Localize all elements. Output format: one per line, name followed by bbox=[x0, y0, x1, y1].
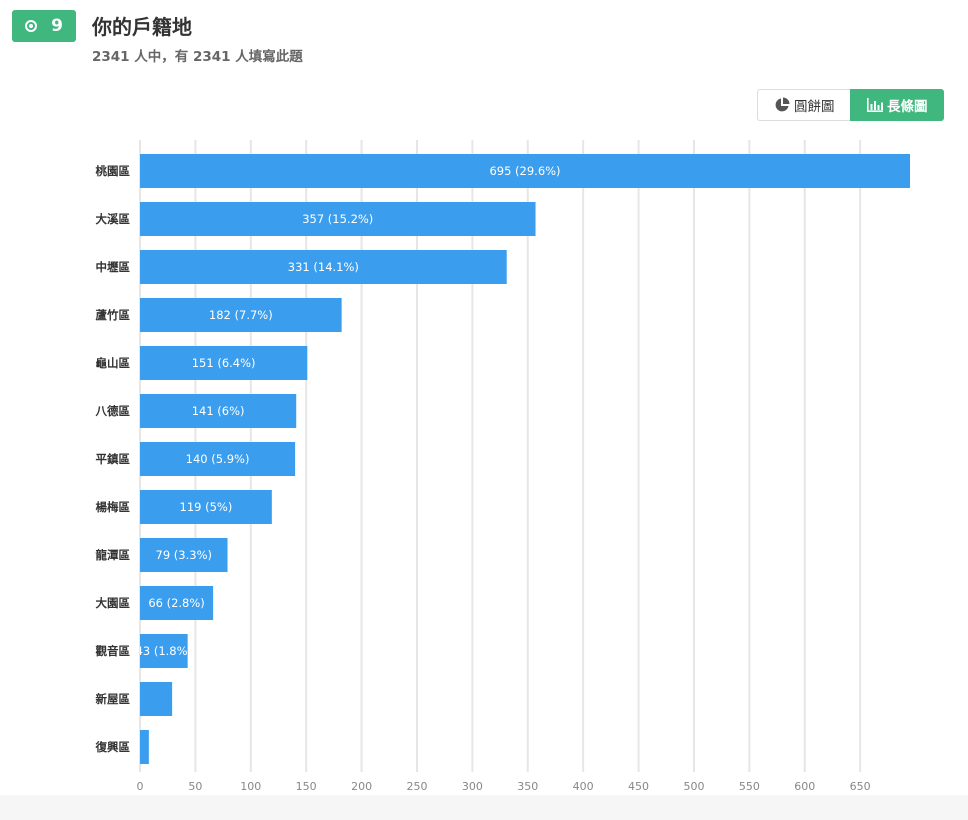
bar[interactable] bbox=[140, 202, 536, 236]
data-label: 119 (5%) bbox=[180, 500, 233, 514]
x-tick-label: 650 bbox=[850, 780, 871, 793]
pie-chart-icon bbox=[775, 97, 790, 112]
bar-chart-button[interactable]: 長條圖 bbox=[850, 89, 944, 121]
x-tick-label: 0 bbox=[137, 780, 144, 793]
bar[interactable] bbox=[140, 634, 188, 668]
category-label: 蘆竹區 bbox=[96, 308, 131, 322]
bar[interactable] bbox=[140, 442, 296, 476]
category-label: 大園區 bbox=[96, 596, 131, 610]
footer-band bbox=[0, 795, 968, 820]
bar[interactable] bbox=[140, 250, 507, 284]
category-label: 觀音區 bbox=[96, 644, 131, 658]
bar[interactable] bbox=[140, 346, 308, 380]
x-tick-label: 300 bbox=[462, 780, 483, 793]
response-count: 2341 人中，有 2341 人填寫此題 bbox=[92, 49, 303, 65]
pie-chart-button[interactable]: 圓餅圖 bbox=[757, 89, 850, 121]
question-number: 9 bbox=[51, 16, 63, 36]
x-tick-label: 250 bbox=[406, 780, 427, 793]
x-tick-label: 200 bbox=[351, 780, 372, 793]
x-tick-label: 550 bbox=[739, 780, 760, 793]
bar-chart-label: 長條圖 bbox=[887, 99, 928, 115]
bar[interactable] bbox=[140, 586, 214, 620]
bar[interactable] bbox=[140, 730, 149, 764]
bar[interactable] bbox=[140, 154, 910, 188]
category-label: 新屋區 bbox=[96, 692, 131, 706]
category-label: 平鎮區 bbox=[96, 452, 131, 466]
bar[interactable] bbox=[140, 682, 173, 716]
category-label: 八德區 bbox=[95, 404, 131, 418]
data-label: 79 (3.3%) bbox=[156, 548, 212, 562]
question-title: 你的戶籍地 bbox=[92, 15, 192, 39]
data-label: 357 (15.2%) bbox=[302, 212, 373, 226]
data-label: 151 (6.4%) bbox=[192, 356, 256, 370]
data-label: 141 (6%) bbox=[192, 404, 245, 418]
data-label: 140 (5.9%) bbox=[186, 452, 250, 466]
chart-type-toggle: 圓餅圖 長條圖 bbox=[757, 89, 944, 121]
x-tick-label: 350 bbox=[517, 780, 538, 793]
x-tick-label: 500 bbox=[683, 780, 704, 793]
question-number-badge: 9 bbox=[12, 10, 76, 42]
data-label: 695 (29.6%) bbox=[489, 164, 560, 178]
category-label: 龜山區 bbox=[96, 356, 131, 370]
data-label: 66 (2.8%) bbox=[148, 596, 204, 610]
bar-chart-icon bbox=[867, 98, 883, 112]
pie-chart-label: 圓餅圖 bbox=[794, 99, 835, 115]
data-label: 182 (7.7%) bbox=[209, 308, 273, 322]
category-label: 中壢區 bbox=[96, 260, 131, 274]
data-label: 43 (1.8%) bbox=[136, 644, 192, 658]
data-label: 331 (14.1%) bbox=[288, 260, 359, 274]
category-label: 龍潭區 bbox=[96, 548, 131, 562]
x-tick-label: 400 bbox=[573, 780, 594, 793]
x-tick-label: 100 bbox=[240, 780, 261, 793]
category-label: 大溪區 bbox=[96, 212, 131, 226]
x-tick-label: 600 bbox=[794, 780, 815, 793]
category-label: 復興區 bbox=[95, 740, 131, 754]
radio-question-icon bbox=[25, 20, 38, 32]
bar[interactable] bbox=[140, 538, 228, 572]
x-tick-label: 450 bbox=[628, 780, 649, 793]
x-tick-label: 50 bbox=[188, 780, 202, 793]
bar[interactable] bbox=[140, 490, 272, 524]
x-tick-label: 150 bbox=[296, 780, 317, 793]
bar[interactable] bbox=[140, 394, 297, 428]
category-label: 桃園區 bbox=[96, 164, 131, 178]
category-label: 楊梅區 bbox=[96, 500, 131, 514]
bar[interactable] bbox=[140, 298, 342, 332]
